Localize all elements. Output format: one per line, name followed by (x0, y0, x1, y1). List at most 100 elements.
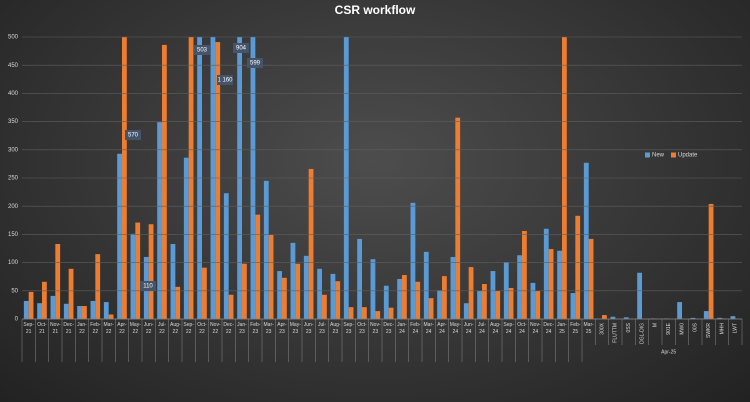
x-tick-label: Oct-22 (197, 322, 207, 335)
bars (23, 37, 736, 319)
bar (548, 249, 554, 319)
y-tick-label: 0 (15, 317, 19, 323)
bar (402, 275, 407, 319)
bar (602, 315, 607, 319)
bar (135, 222, 141, 319)
x-tick-label: Dec-24 (543, 322, 554, 335)
bar (103, 302, 109, 319)
bar (517, 255, 522, 319)
bar (410, 202, 416, 319)
bar (437, 290, 442, 319)
y-tick-label: 100 (8, 260, 19, 266)
bar (370, 259, 376, 319)
x-tick-label: Apr-22 (117, 322, 127, 335)
x-tick-label: Mar-24 (423, 322, 434, 335)
bar (455, 117, 461, 319)
bar (703, 311, 709, 319)
y-tick-label: 300 (8, 147, 19, 153)
bar (530, 282, 536, 319)
legend-swatch (671, 152, 676, 158)
bar (717, 317, 722, 319)
bar (50, 295, 56, 319)
bar (268, 234, 274, 319)
bar (415, 281, 421, 319)
chart-title: CSR workflow (335, 3, 416, 17)
bar (68, 268, 74, 319)
bar (157, 122, 162, 319)
bar (130, 233, 136, 319)
x-tick-label: Jul-22 (157, 322, 167, 335)
bar (122, 37, 127, 319)
x-tick-label: Mar-23 (263, 322, 274, 335)
bar (463, 303, 469, 319)
data-label: 904 (236, 46, 247, 52)
bar (535, 290, 541, 319)
bar (348, 307, 354, 319)
bar (95, 254, 101, 319)
x-tick-label: Sep-24 (503, 322, 514, 335)
data-label-box (217, 75, 233, 85)
x-tick-label: Oct-21 (37, 322, 47, 335)
x-tick-label: Apr-23 (277, 322, 287, 335)
x-tick-label: Nov-23 (370, 322, 381, 335)
bar (42, 281, 47, 319)
bar (263, 180, 269, 319)
legend-label: New (652, 153, 665, 159)
x-tick-label: Feb-23 (250, 322, 261, 335)
x-tick-label: Nov-21 (50, 322, 61, 335)
x-tick-label: May-22 (129, 322, 141, 335)
x-tick-label: Jun-22 (143, 322, 154, 335)
data-label-box (194, 45, 210, 55)
x-tick-label: Sep-23 (343, 322, 354, 335)
x-tick-label: Nov-24 (530, 322, 541, 335)
x-tick-label: Apr-24 (437, 322, 447, 335)
bar (55, 243, 61, 319)
bar (37, 303, 42, 319)
bar (637, 272, 642, 319)
bar (82, 306, 87, 319)
bar (317, 268, 322, 319)
bar (28, 291, 34, 319)
bar (277, 271, 282, 319)
bar (210, 37, 216, 319)
y-tick-label: 450 (8, 63, 19, 69)
bar (303, 255, 309, 319)
bar (468, 267, 474, 319)
x-tick-label: Jan-23 (237, 322, 247, 335)
x-tick-label: FLUTTM (613, 323, 619, 343)
bar (522, 231, 527, 319)
bar (490, 271, 496, 319)
bar (677, 302, 682, 319)
bar (223, 193, 229, 319)
x-tick-label: Feb-24 (410, 322, 421, 335)
y-tick-label: 50 (11, 288, 18, 294)
x-tick-label: LWT (733, 323, 739, 333)
y-tick-label: 200 (8, 204, 19, 210)
x-tick-label: Oct-24 (517, 322, 527, 335)
bar (730, 316, 736, 319)
x-tick-label: M (653, 323, 659, 327)
x-tick-label: May-23 (289, 322, 301, 335)
bar (77, 306, 82, 319)
x-tick-label: Aug-22 (170, 322, 181, 335)
data-label: 503 (197, 48, 208, 54)
bar (322, 294, 327, 319)
bar (117, 153, 122, 319)
y-tick-label: 250 (8, 176, 19, 182)
x-tick-label: Jan-22 (77, 322, 87, 335)
x-tick-label: Aug-24 (490, 322, 501, 335)
bar (215, 42, 221, 319)
legend-swatch (645, 152, 650, 158)
x-tick-label: Aug-23 (330, 322, 341, 335)
bar (290, 242, 296, 319)
x-tick-label: Dec-23 (383, 322, 394, 335)
bar (255, 214, 261, 319)
bar (450, 256, 456, 319)
bar (362, 307, 367, 319)
bar (282, 277, 287, 319)
bar (543, 228, 549, 319)
x-tick-label: Jul-24 (477, 322, 487, 335)
x-tick-label: 00S (693, 322, 699, 332)
bar (242, 263, 247, 319)
